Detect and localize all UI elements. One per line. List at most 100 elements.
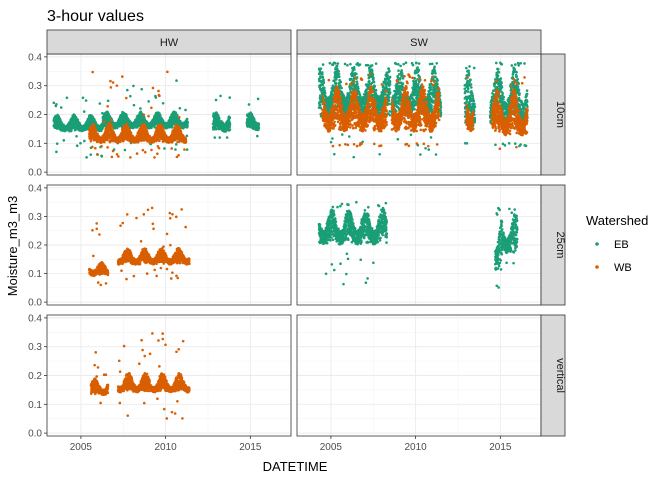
- point: [94, 129, 98, 133]
- point: [186, 120, 189, 124]
- point: [218, 136, 222, 139]
- point: [126, 88, 129, 92]
- point: [162, 128, 165, 131]
- point: [228, 122, 232, 126]
- point: [132, 84, 135, 88]
- point: [332, 152, 336, 156]
- point: [170, 147, 174, 150]
- point: [331, 137, 334, 140]
- point: [337, 70, 341, 73]
- point: [183, 148, 186, 151]
- point: [340, 133, 344, 136]
- point: [353, 68, 356, 71]
- point: [357, 87, 360, 90]
- point: [334, 81, 338, 85]
- point: [107, 112, 110, 116]
- point: [106, 99, 110, 103]
- point: [151, 86, 155, 90]
- point: [388, 91, 392, 94]
- point: [65, 96, 69, 100]
- point: [177, 154, 180, 157]
- point: [321, 63, 325, 66]
- panel-sw-10cm: [296, 53, 542, 176]
- point: [94, 121, 97, 125]
- point: [178, 115, 181, 119]
- point: [161, 101, 165, 105]
- point: [75, 144, 79, 148]
- point: [174, 123, 178, 127]
- point: [69, 129, 73, 133]
- series-eb: [52, 79, 261, 159]
- point: [52, 101, 56, 105]
- point: [135, 152, 139, 155]
- point: [121, 75, 124, 78]
- point: [219, 94, 222, 98]
- point: [252, 117, 256, 121]
- point: [388, 69, 391, 73]
- point: [257, 126, 261, 129]
- point: [105, 138, 109, 142]
- point: [356, 82, 359, 86]
- point: [150, 106, 153, 110]
- point: [372, 76, 375, 80]
- point: [184, 108, 187, 112]
- point: [388, 82, 392, 86]
- point: [55, 102, 58, 106]
- point: [150, 148, 153, 152]
- point: [373, 85, 377, 88]
- chart-title: 3-hour values: [47, 8, 144, 25]
- point: [397, 69, 400, 72]
- point: [352, 155, 356, 159]
- point: [337, 75, 341, 79]
- point: [256, 134, 259, 138]
- point: [387, 67, 391, 71]
- point: [101, 111, 104, 115]
- point: [111, 81, 115, 84]
- point: [388, 75, 392, 79]
- point: [347, 135, 351, 138]
- point: [115, 84, 119, 87]
- point: [370, 69, 374, 73]
- point: [100, 145, 103, 148]
- point: [178, 106, 182, 110]
- point: [154, 96, 158, 99]
- point: [139, 107, 142, 110]
- point: [129, 94, 132, 98]
- point: [106, 104, 109, 108]
- point: [142, 116, 146, 119]
- point: [175, 79, 178, 82]
- point: [81, 96, 85, 100]
- point: [141, 148, 145, 152]
- point: [214, 98, 218, 102]
- point: [170, 125, 174, 129]
- point: [158, 94, 161, 98]
- point: [157, 146, 161, 150]
- point: [228, 116, 232, 120]
- point: [328, 61, 332, 65]
- point: [323, 89, 326, 92]
- point: [109, 79, 112, 83]
- point: [358, 63, 362, 66]
- point: [388, 87, 391, 91]
- point: [157, 89, 160, 93]
- point: [359, 95, 362, 98]
- point: [396, 137, 400, 141]
- point: [321, 75, 325, 79]
- point: [176, 114, 179, 117]
- point: [371, 73, 375, 76]
- point: [184, 140, 188, 144]
- point: [337, 72, 341, 76]
- point: [123, 148, 127, 152]
- point: [370, 64, 374, 67]
- point: [76, 118, 80, 122]
- point: [75, 134, 78, 138]
- point: [374, 62, 378, 65]
- point: [228, 128, 232, 132]
- point: [323, 86, 326, 90]
- point: [109, 86, 113, 89]
- point: [163, 147, 166, 150]
- point: [349, 62, 352, 66]
- point: [82, 110, 86, 113]
- point: [110, 155, 114, 159]
